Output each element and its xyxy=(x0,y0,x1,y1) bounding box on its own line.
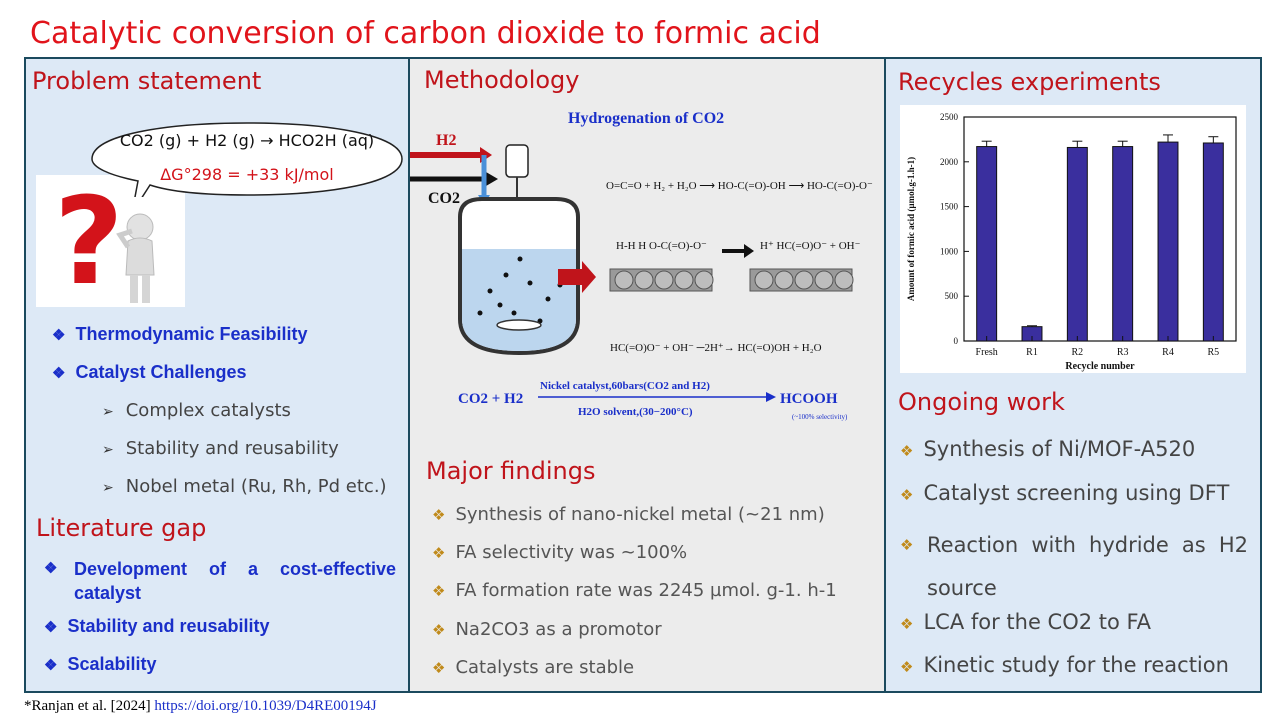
diamond-icon: ❖ xyxy=(52,327,66,344)
y-tick-label: 500 xyxy=(945,291,959,301)
question-figure: ? xyxy=(36,173,185,312)
bar-R5 xyxy=(1202,142,1224,342)
svg-text:O=C=O + H₂ + H₂O ⟶ HO‑C(=O): O=C=O + H₂ + H₂O ⟶ HO‑C(=O)‑OH ⟶ HO‑C(=O… xyxy=(606,180,873,192)
arrow-icon: ➢ xyxy=(102,404,114,420)
ongoing-2: ❖ Catalyst screening using DFT xyxy=(900,481,1230,505)
equation-top: Nickel catalyst,60bars(CO2 and H2) xyxy=(540,380,710,392)
ongoing-3: ❖ Reaction with hydride as H2 source xyxy=(900,524,1248,610)
liquid-phase xyxy=(462,249,576,351)
bar-R4 xyxy=(1157,141,1179,342)
y-tick-label: 1000 xyxy=(940,246,959,256)
reaction-bubble: CO2 (g) + H2 (g) → HCO2H (aq) ΔG°298 = +… xyxy=(90,121,404,197)
diamond-icon: ❖ xyxy=(432,659,446,677)
x-tick-label: R1 xyxy=(1026,347,1038,358)
diamond-icon: ❖ xyxy=(44,560,58,577)
diamond-icon: ❖ xyxy=(432,582,446,600)
results-panel: Recycles experiments 0 500 1000 1500 2000 250… xyxy=(884,57,1262,693)
energy-text: ΔG°298 = +33 kJ/mol xyxy=(160,165,334,184)
bar-Fresh xyxy=(976,146,998,342)
equation-note: (~100% selectivity) xyxy=(792,413,848,421)
y-tick-label: 1500 xyxy=(940,202,959,212)
svg-text:HC(=O)O⁻ + OH⁻ ─2H⁺→ HC(=O: HC(=O)O⁻ + OH⁻ ─2H⁺→ HC(=O)OH + H₂O xyxy=(610,342,822,354)
stirrer-motor xyxy=(505,144,529,178)
diamond-icon: ❖ xyxy=(432,506,446,524)
finding-2: ❖ FA selectivity was ~100% xyxy=(432,542,688,563)
equation-left: CO2 + H2 xyxy=(458,391,523,407)
h2-label: H2 xyxy=(436,132,456,149)
ongoing-5: ❖ Kinetic study for the reaction xyxy=(900,653,1229,677)
y-tick-label: 0 xyxy=(954,336,959,346)
finding-4: ❖ Na2CO3 as a promotor xyxy=(432,619,662,640)
finding-3: ❖ FA formation rate was 2245 µmol. g-1. h… xyxy=(432,580,837,601)
x-tick-label: R4 xyxy=(1162,347,1174,358)
gap-item-3: ❖ Scalability xyxy=(44,654,157,674)
svg-text:?: ? xyxy=(54,175,124,307)
methodology-figure: Hydrogenation of CO2 H2 CO2 O=C=O + H₂ +… xyxy=(410,110,873,421)
footer: *Ranjan et al. [2024] https://doi.org/10… xyxy=(24,698,377,715)
y-axis-label: Amount of formic acid (µmol.g-1.h-1) xyxy=(906,157,916,301)
finding-5: ❖ Catalysts are stable xyxy=(432,657,635,678)
recycle-heading: Recycles experiments xyxy=(898,68,1161,96)
gap-heading: Literature gap xyxy=(36,514,207,542)
footer-citation: *Ranjan et al. [2024] xyxy=(24,698,151,714)
y-tick-label: 2500 xyxy=(940,112,959,122)
diamond-icon: ❖ xyxy=(432,544,446,562)
sub-bullet-2: ➢ Stability and reusability xyxy=(102,438,339,459)
diamond-icon: ❖ xyxy=(432,621,446,639)
arrow-icon: ➢ xyxy=(102,480,114,496)
diamond-icon: ❖ xyxy=(900,442,914,460)
doi-link[interactable]: https://doi.org/10.1039/D4RE00194J xyxy=(154,698,377,714)
y-tick-label: 2000 xyxy=(940,157,959,167)
figure-title: Hydrogenation of CO2 xyxy=(568,110,724,127)
sub-bullet-1: ➢ Complex catalysts xyxy=(102,400,291,421)
diamond-icon: ❖ xyxy=(900,486,914,504)
diamond-icon: ❖ xyxy=(44,619,58,636)
x-tick-label: R5 xyxy=(1207,347,1219,358)
svg-text:H‑H H O‑C(=O)‑O⁻: H‑H H O‑C(=O)‑O⁻ xyxy=(616,240,707,252)
poster-title: Catalytic conversion of carbon dioxide t… xyxy=(30,16,821,51)
reaction-arrow-icon xyxy=(558,261,596,293)
co2-label: CO2 xyxy=(428,190,460,207)
finding-1: ❖ Synthesis of nano-nickel metal (~21 nm) xyxy=(432,504,825,525)
bar-R3 xyxy=(1112,146,1134,342)
ongoing-4: ❖ LCA for the CO2 to FA xyxy=(900,610,1152,634)
diamond-icon: ❖ xyxy=(52,365,66,382)
sub-bullet-3: ➢ Nobel metal (Ru, Rh, Pd etc.) xyxy=(102,476,387,497)
equation-bottom: H2O solvent,(30−200°C) xyxy=(578,406,693,418)
findings-heading: Major findings xyxy=(426,457,596,485)
x-tick-label: R2 xyxy=(1071,347,1083,358)
ongoing-1: ❖ Synthesis of Ni/MOF-A520 xyxy=(900,437,1196,461)
equation-product: HCOOH xyxy=(780,391,838,407)
diamond-icon: ❖ xyxy=(900,615,914,633)
diamond-icon: ❖ xyxy=(44,657,58,674)
x-axis-label: Recycle number xyxy=(1065,361,1135,372)
methodology-heading: Methodology xyxy=(424,66,580,94)
bar-R2 xyxy=(1066,146,1088,342)
x-tick-label: R3 xyxy=(1117,347,1129,358)
problem-bullet-1: ❖ Thermodynamic Feasibility xyxy=(52,324,308,344)
gap-item-1: ❖ Development of a cost-effective cataly… xyxy=(44,559,396,603)
gap-item-2: ❖ Stability and reusability xyxy=(44,616,270,636)
recycle-chart: 0 500 1000 1500 2000 2500 Fresh R1 R2 R3 R4 R5 Recyc… xyxy=(900,105,1246,373)
ongoing-heading: Ongoing work xyxy=(898,388,1065,416)
question-mark-icon: ? xyxy=(54,173,155,312)
reaction-text: CO2 (g) + H2 (g) → HCO2H (aq) xyxy=(119,131,375,150)
plot-frame xyxy=(963,116,1237,342)
svg-text:H⁺ HC(=O)O⁻ + OH⁻: H⁺ HC(=O)O⁻ + OH⁻ xyxy=(760,240,861,252)
problem-bullet-2: ❖ Catalyst Challenges xyxy=(52,362,247,382)
diamond-icon: ❖ xyxy=(900,658,914,676)
arrow-icon: ➢ xyxy=(102,442,114,458)
diamond-icon: ❖ xyxy=(900,536,914,554)
methodology-panel: Methodology Hydrogenation of CO2 H2 CO2 … xyxy=(408,57,886,693)
problem-heading: Problem statement xyxy=(32,67,262,95)
x-tick-label: Fresh xyxy=(976,347,998,358)
